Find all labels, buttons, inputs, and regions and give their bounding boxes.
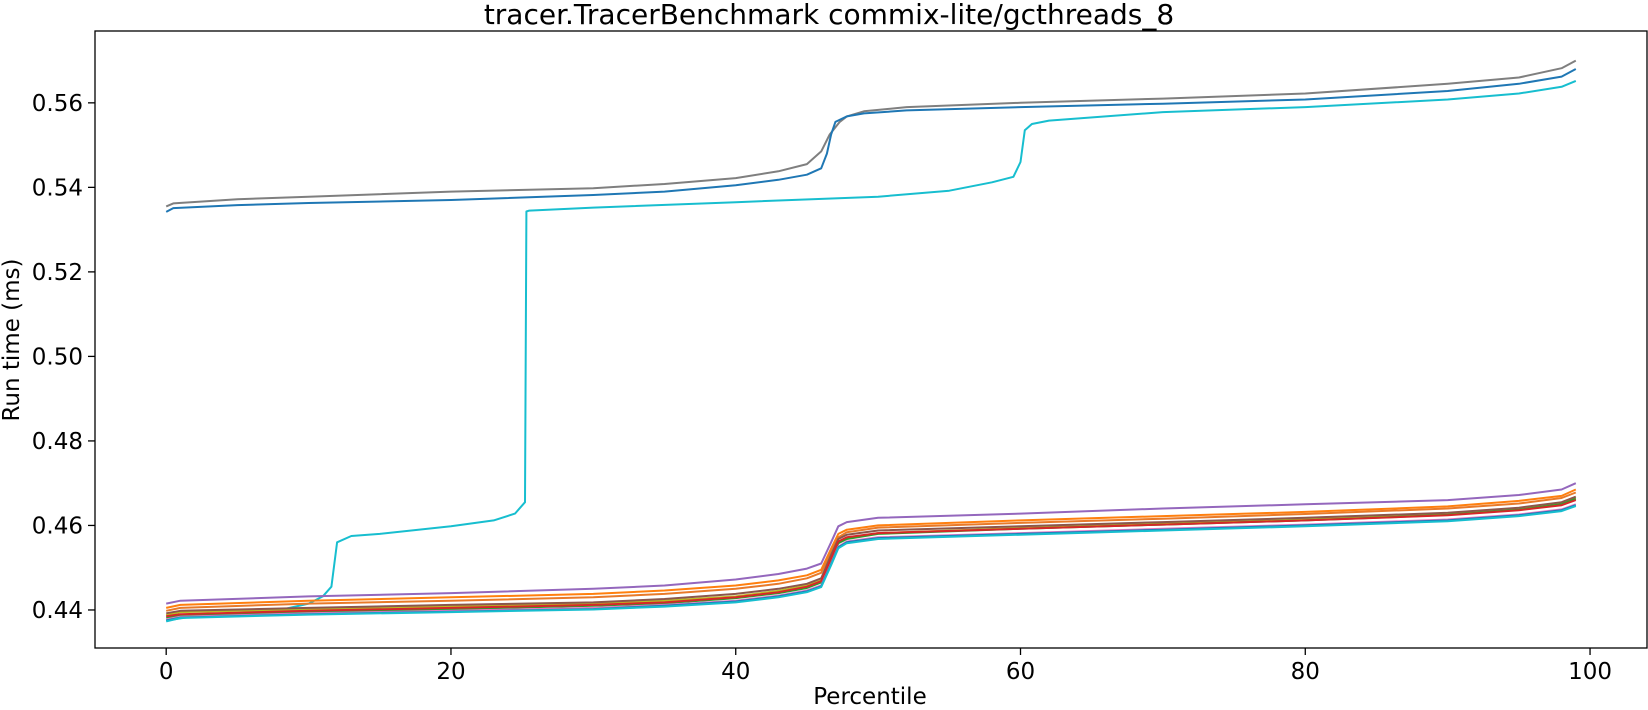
y-tick-label: 0.46: [32, 513, 83, 539]
x-tick-label: 80: [1291, 659, 1320, 685]
y-tick-label: 0.48: [32, 429, 83, 455]
plot-frame: [94, 30, 1648, 649]
y-axis-label: Run time (ms): [0, 258, 25, 421]
y-tick-label: 0.50: [32, 344, 83, 370]
series-line-4: [165, 482, 1577, 605]
y-tick-label: 0.56: [32, 91, 83, 117]
x-axis-label: Percentile: [813, 684, 926, 710]
series-line-12: [165, 504, 1577, 622]
x-tick-label: 100: [1568, 659, 1612, 685]
series-line-3: [166, 79, 1577, 622]
y-tick-label: 0.54: [32, 175, 83, 201]
series-line-6: [165, 491, 1577, 612]
series-line-5: [165, 488, 1577, 609]
x-tick-label: 20: [436, 659, 465, 685]
y-axis: 0.44 0.46 0.48 0.50 0.52 0.54 0.56: [32, 91, 95, 624]
x-tick-label: 0: [159, 659, 174, 685]
chart-title: tracer.TracerBenchmark commix-lite/gcthr…: [484, 0, 1174, 31]
y-tick-label: 0.52: [32, 260, 83, 286]
x-tick-label: 60: [1006, 659, 1035, 685]
series-line-1: [165, 59, 1577, 208]
x-axis: 0 20 40 60 80 100: [159, 648, 1612, 685]
series-line-13: [165, 505, 1577, 623]
x-tick-label: 40: [721, 659, 750, 685]
series-line-10: [166, 499, 1577, 618]
series-line-8: [166, 495, 1577, 615]
y-tick-label: 0.44: [32, 598, 83, 624]
series-layer: [165, 59, 1577, 623]
series-line-2: [165, 68, 1577, 213]
